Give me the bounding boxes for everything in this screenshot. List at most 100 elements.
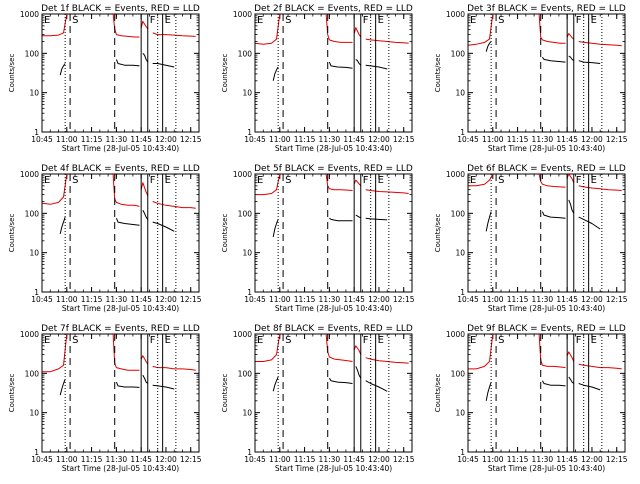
lld-series-line (578, 363, 622, 370)
marker-label: F (363, 175, 369, 186)
plot-title: Det 6f BLACK = Events, RED = LLD (467, 164, 626, 174)
x-tick-label: 11:00 (482, 455, 504, 464)
plot-data (468, 14, 622, 64)
events-series-line (578, 60, 601, 64)
marker-label: E (257, 175, 263, 186)
lld-series-line (538, 14, 566, 44)
y-tick-label: 1000 (233, 170, 252, 179)
events-series-line (142, 209, 149, 220)
marker-label: E (378, 15, 384, 26)
x-tick-label: 11:30 (532, 295, 554, 304)
y-tick-label: 100 (238, 49, 253, 58)
y-tick-label: 1000 (446, 170, 465, 179)
x-tick-label: 11:00 (269, 455, 291, 464)
plot-title: Det 4f BLACK = Events, RED = LLD (41, 164, 200, 174)
y-tick-label: 1 (247, 448, 252, 457)
lld-series-line (566, 33, 575, 40)
x-axis-label: Start Time (28-Jul-05 10:43:40) (62, 304, 179, 313)
plot-data (468, 334, 622, 401)
events-series-line (329, 217, 353, 222)
marker-label: S (72, 15, 78, 26)
x-tick-label: 11:30 (532, 135, 554, 144)
lld-series-line (365, 38, 409, 44)
y-axis-label: Counts/sec (8, 214, 16, 253)
marker-label: S (285, 15, 291, 26)
lld-series-line (152, 201, 196, 209)
lld-series-line (152, 365, 196, 371)
y-tick-label: 100 (25, 49, 40, 58)
x-tick-label: 10:45 (31, 135, 53, 144)
plot-frame (254, 333, 413, 453)
y-axis-label: Counts/sec (434, 214, 442, 253)
x-tick-label: 12:00 (155, 455, 177, 464)
events-series-line (541, 380, 566, 387)
y-tick-label: 1 (247, 288, 252, 297)
y-tick-label: 10 (29, 89, 39, 98)
lld-series-line (325, 334, 353, 362)
x-tick-label: 10:45 (31, 455, 53, 464)
plot-data (255, 14, 409, 81)
y-tick-label: 10 (242, 89, 252, 98)
y-tick-label: 1000 (20, 10, 39, 19)
lld-series-line (112, 14, 140, 38)
plot-data (42, 174, 196, 235)
lld-series-line (468, 334, 494, 370)
plot-frame (467, 333, 626, 453)
lld-series-line (365, 189, 409, 194)
x-tick-label: 11:45 (343, 135, 365, 144)
events-series-line (152, 384, 175, 390)
marker-label: E (378, 335, 384, 346)
plot-frame (467, 173, 626, 293)
marker-label: F (363, 15, 369, 26)
marker-label: S (498, 175, 504, 186)
x-tick-label: 12:15 (393, 455, 415, 464)
marker-label: F (150, 335, 156, 346)
marker-label: S (498, 15, 504, 26)
lld-series-line (566, 351, 575, 362)
events-series-line (152, 63, 175, 68)
lld-series-line (538, 334, 566, 369)
x-tick-label: 12:15 (606, 455, 628, 464)
x-tick-label: 11:30 (319, 455, 341, 464)
events-series-line (485, 211, 492, 232)
x-tick-label: 12:15 (180, 295, 202, 304)
y-tick-label: 100 (25, 209, 40, 218)
detector-plot: Det 1f BLACK = Events, RED = LLD Start Ti… (8, 4, 202, 153)
events-series-line (365, 380, 388, 392)
x-tick-label: 10:45 (31, 295, 53, 304)
plot-title: Det 1f BLACK = Events, RED = LLD (41, 4, 200, 14)
lld-series-line (140, 355, 149, 365)
events-series-line (578, 216, 601, 230)
marker-label: E (591, 335, 597, 346)
x-tick-label: 12:15 (393, 135, 415, 144)
lld-series-line (468, 174, 494, 187)
marker-label: E (165, 175, 171, 186)
x-tick-label: 11:15 (294, 135, 316, 144)
y-tick-label: 1000 (233, 10, 252, 19)
detector-plot: Det 9f BLACK = Events, RED = LLD Start Ti… (434, 324, 628, 473)
x-tick-label: 11:30 (319, 295, 341, 304)
marker-label: E (470, 15, 476, 26)
events-series-line (541, 56, 566, 63)
x-axis-label: Start Time (28-Jul-05 10:43:40) (275, 144, 392, 153)
x-tick-label: 11:45 (130, 455, 152, 464)
lld-series-line (255, 174, 281, 196)
y-tick-label: 1 (34, 448, 39, 457)
x-tick-label: 12:00 (368, 455, 390, 464)
lld-series-line (538, 174, 566, 188)
events-series-line (328, 61, 353, 69)
y-axis-label: Counts/sec (8, 374, 16, 413)
plot-data (255, 174, 409, 238)
marker-label: F (363, 335, 369, 346)
x-tick-label: 12:00 (368, 135, 390, 144)
events-series-line (365, 64, 388, 70)
events-series-line (328, 377, 353, 384)
detector-plot: Det 7f BLACK = Events, RED = LLD Start Ti… (8, 324, 202, 473)
lld-series-line (140, 182, 149, 196)
events-series-line (152, 221, 175, 232)
y-axis-label: Counts/sec (434, 374, 442, 413)
plot-title: Det 2f BLACK = Events, RED = LLD (254, 4, 413, 14)
y-axis-label: Counts/sec (221, 214, 229, 253)
y-tick-label: 1 (34, 128, 39, 137)
